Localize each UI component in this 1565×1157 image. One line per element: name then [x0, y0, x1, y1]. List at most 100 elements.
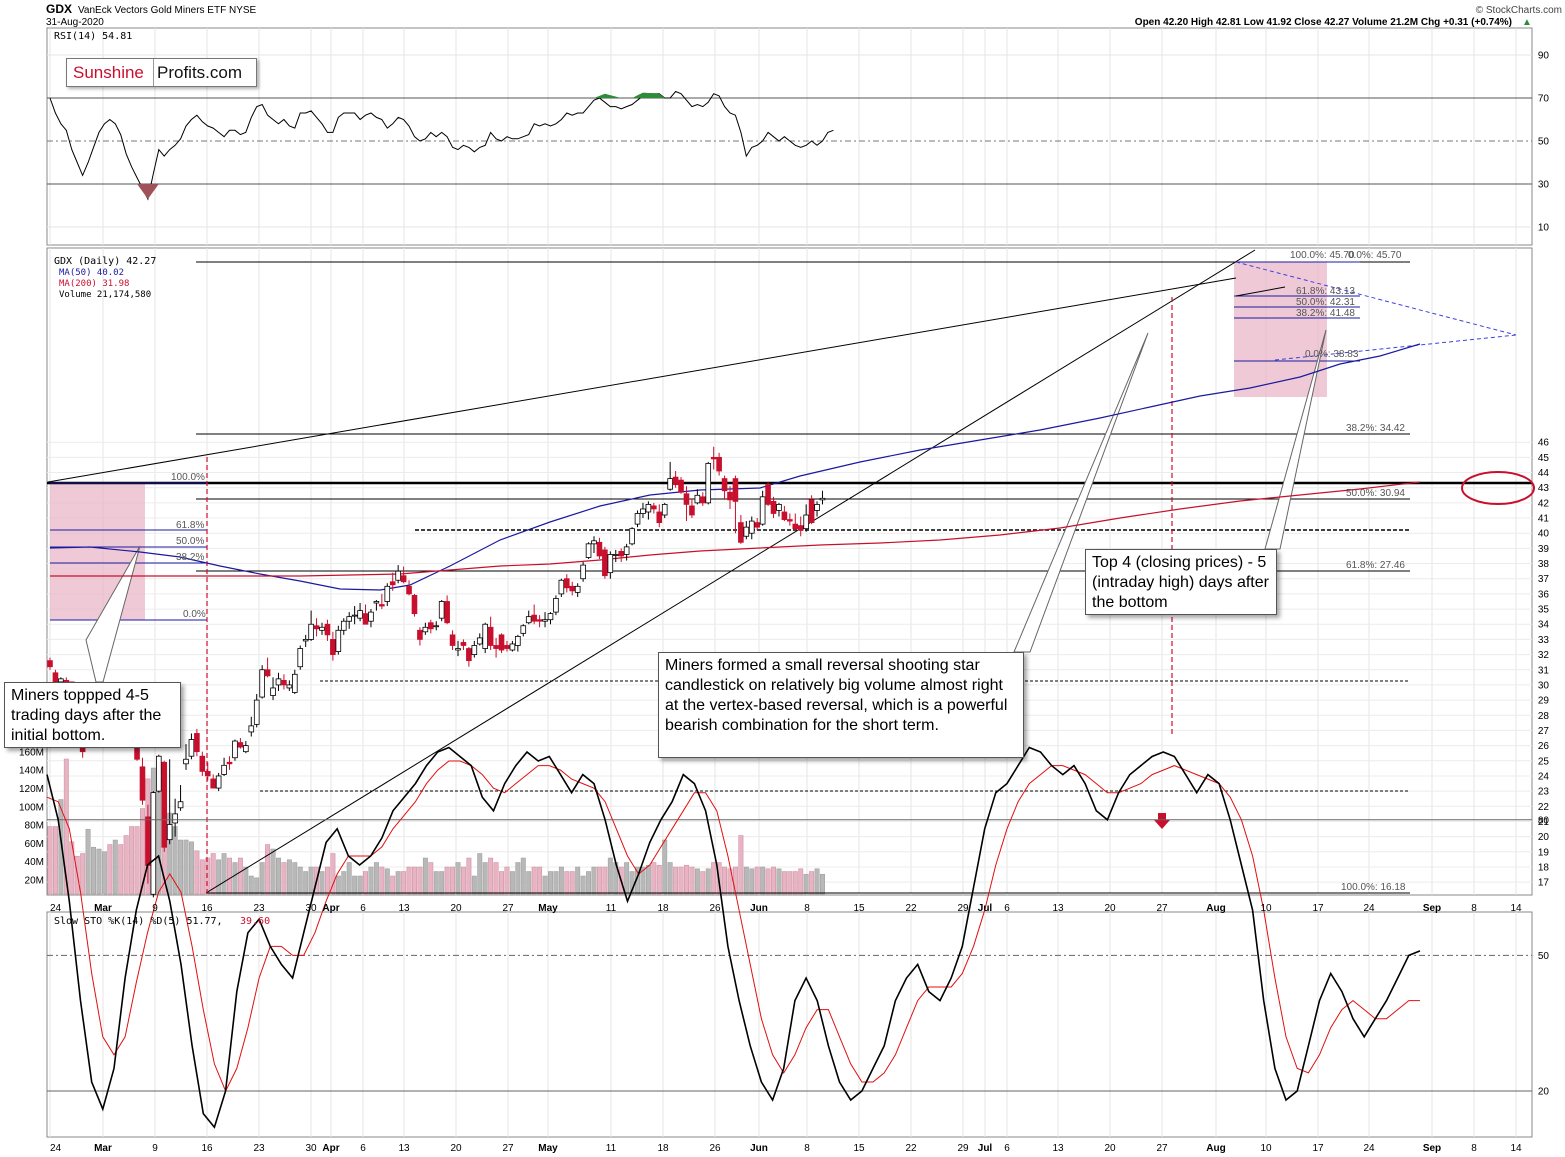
volume-bar: [651, 862, 657, 895]
candle-body: [683, 493, 690, 505]
volume-bar: [428, 862, 434, 895]
candle-body: [591, 540, 597, 545]
x-tick-label: 14: [1510, 1143, 1522, 1154]
candle-body: [525, 616, 532, 624]
volume-bar: [705, 868, 711, 895]
volume-bar: [591, 866, 597, 895]
candle-body: [389, 581, 396, 586]
candle-body: [732, 478, 739, 502]
candle-body: [346, 616, 352, 622]
x-tick-label: 14: [1510, 903, 1522, 914]
volume-bar: [156, 787, 162, 895]
candle-body: [237, 742, 244, 748]
watermark: © StockCharts.com: [1476, 5, 1562, 16]
rsi-tick-label: 90: [1538, 51, 1550, 62]
fib-label: 38.2%: [176, 552, 204, 563]
volume-bar: [346, 862, 352, 895]
candle-body: [493, 645, 499, 649]
volume-bar: [308, 866, 314, 895]
volume-bar: [542, 875, 548, 895]
volume-bar: [754, 866, 760, 895]
candle-body: [357, 610, 363, 619]
short-trendline: [1235, 286, 1286, 297]
candle-body: [145, 816, 151, 866]
price-tick-label: 37: [1538, 574, 1550, 585]
x-tick-label: 22: [905, 1143, 917, 1154]
volume-bar: [259, 862, 265, 895]
candle-body: [150, 792, 157, 895]
x-tick-label: 17: [1312, 1143, 1324, 1154]
fib-label: 61.8%: 27.46: [1346, 560, 1405, 571]
candle-body: [47, 660, 53, 668]
highlight-ellipse: [1461, 471, 1535, 505]
volume-bar: [422, 857, 428, 895]
candle-body: [302, 639, 309, 642]
symbol: GDX: [46, 2, 72, 16]
volume-tick-label: 140M: [19, 766, 44, 777]
x-tick-label: 15: [853, 1143, 865, 1154]
rsi-legend: RSI(14) 54.81: [54, 31, 132, 42]
volume-arrow: [1154, 813, 1170, 829]
price-tick-label: 32: [1538, 650, 1550, 661]
volume-bar: [466, 857, 472, 895]
volume-bar: [123, 835, 129, 895]
volume-tick-label: 160M: [19, 747, 44, 758]
candle-body: [422, 626, 429, 633]
x-tick-label: 6: [1004, 903, 1010, 914]
volume-bar: [607, 857, 613, 895]
candle-body: [716, 456, 722, 472]
x-tick-label: 15: [853, 903, 865, 914]
candle-body: [738, 522, 744, 543]
candle-body: [803, 514, 809, 530]
x-tick-label: 9: [152, 903, 158, 914]
volume-bar: [569, 871, 575, 895]
x-tick-label: 8: [804, 903, 810, 914]
price-tick-label: 21: [1538, 817, 1550, 828]
volume-bar: [450, 866, 456, 895]
candle-body: [444, 601, 450, 624]
candle-body: [651, 505, 657, 510]
volume-bar: [194, 850, 200, 895]
x-tick-label: Jul: [978, 903, 993, 914]
candle-body: [748, 520, 755, 534]
volume-bar: [803, 873, 809, 895]
volume-bar: [499, 871, 504, 895]
price-tick-label: 25: [1538, 756, 1550, 767]
volume-bar: [640, 866, 646, 895]
candle-body: [792, 523, 799, 530]
x-tick-label: 26: [709, 903, 721, 914]
x-tick-label: 6: [360, 1143, 366, 1154]
price-tick-label: 40: [1538, 529, 1550, 540]
volume-bar: [749, 868, 755, 895]
volume-bar: [439, 871, 445, 895]
fib-label: 100.0%: 45.70: [1290, 250, 1355, 261]
rsi-line: [49, 90, 834, 201]
candle-body: [754, 522, 760, 528]
candle-body: [427, 622, 434, 630]
sto-k-line: [46, 746, 1421, 1129]
candle-body: [694, 494, 701, 504]
price-tick-label: 31: [1538, 665, 1550, 676]
price-tick-label: 29: [1538, 696, 1550, 707]
volume-bar: [537, 866, 543, 895]
volume-bar: [504, 866, 510, 895]
candle-body: [808, 499, 815, 524]
candle-body: [776, 503, 782, 511]
volume-bar: [776, 868, 782, 895]
price-tick-label: 18: [1538, 862, 1550, 873]
volume-bar: [765, 868, 771, 895]
x-tick-label: 20: [1104, 1143, 1116, 1154]
candle-body: [155, 755, 162, 792]
candle-body: [188, 739, 195, 757]
volume-bar: [809, 871, 815, 895]
candle-body: [672, 476, 679, 486]
candle-body: [324, 623, 331, 636]
fib-label: 100.0%: [171, 472, 205, 483]
candle-body: [226, 761, 233, 765]
x-tick-label: 24: [1363, 903, 1375, 914]
candle-body: [417, 629, 423, 640]
candle-body: [286, 684, 293, 689]
candle-body: [210, 778, 217, 789]
x-tick-label: 13: [1052, 1143, 1064, 1154]
volume-bar: [820, 873, 825, 895]
